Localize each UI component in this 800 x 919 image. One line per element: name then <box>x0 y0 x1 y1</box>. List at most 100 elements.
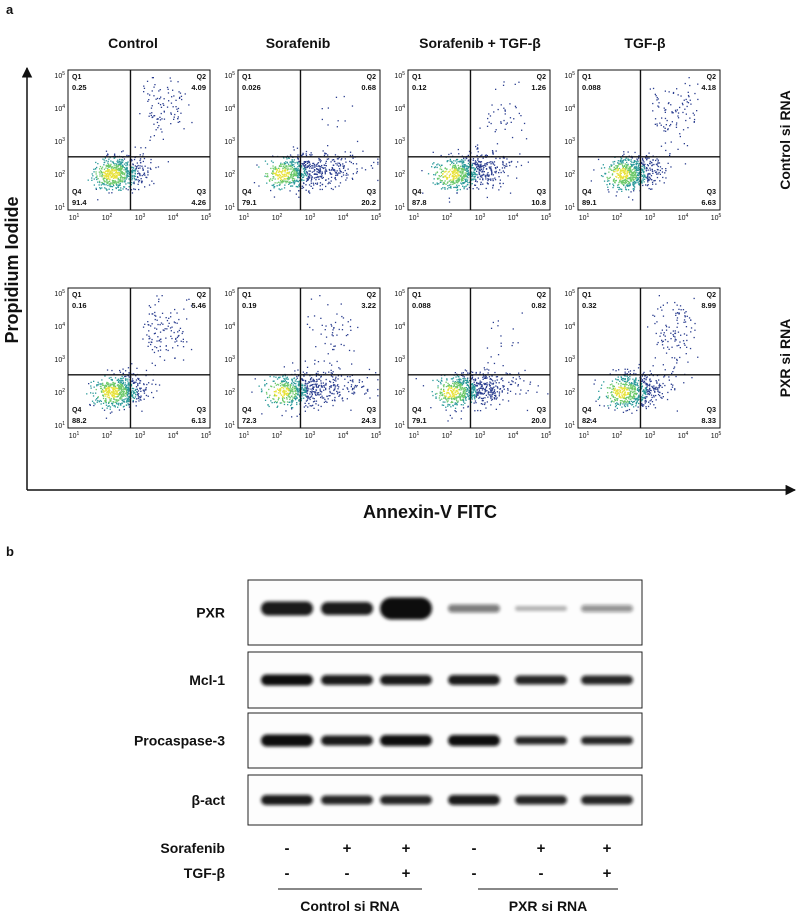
quadrant-value: 20.2 <box>361 198 376 207</box>
event-dot <box>88 383 90 385</box>
event-dot <box>277 383 279 386</box>
event-dot <box>332 404 334 407</box>
event-dot <box>498 176 500 178</box>
event-dot <box>308 397 311 399</box>
event-dot <box>444 167 446 170</box>
event-dot <box>462 388 464 390</box>
event-dot <box>115 390 117 392</box>
event-dot <box>608 177 610 179</box>
event-dot <box>318 378 321 380</box>
event-dot <box>642 158 644 161</box>
event-dot <box>614 160 616 163</box>
event-dot <box>131 175 134 177</box>
event-dot <box>471 384 473 386</box>
event-dot <box>276 378 279 380</box>
event-dot <box>316 183 318 185</box>
event-dot <box>433 174 435 176</box>
event-dot <box>116 400 118 402</box>
event-dot <box>110 400 112 402</box>
event-dot <box>600 175 603 177</box>
event-dot <box>324 152 326 154</box>
event-dot <box>130 184 132 186</box>
event-dot <box>474 400 477 402</box>
event-dot <box>126 163 128 165</box>
tick-label: 104 <box>338 213 349 222</box>
event-dot <box>156 118 158 120</box>
event-dot <box>339 182 342 184</box>
event-dot <box>110 376 112 379</box>
event-dot <box>316 163 319 165</box>
event-dot <box>149 306 152 308</box>
tick-base: 10 <box>564 205 572 212</box>
event-dot <box>101 389 104 391</box>
event-dot <box>124 167 126 169</box>
event-dot <box>309 174 311 176</box>
event-dot <box>121 176 123 178</box>
event-dot <box>303 389 305 391</box>
event-dot <box>603 180 606 182</box>
event-dot <box>349 325 352 328</box>
event-dot <box>304 394 306 396</box>
event-dot <box>480 174 482 177</box>
event-dot <box>291 166 293 168</box>
event-dot <box>285 387 288 389</box>
event-dot <box>317 168 319 170</box>
event-dot <box>291 400 293 402</box>
event-dot <box>111 394 113 396</box>
event-dot <box>93 184 95 186</box>
event-dot <box>633 168 635 170</box>
event-dot <box>114 177 116 179</box>
tick-exponent: 1 <box>402 203 405 209</box>
event-dot <box>284 163 287 165</box>
event-dot <box>283 397 286 399</box>
event-dot <box>625 164 627 166</box>
event-dot <box>280 394 283 396</box>
event-dot <box>116 166 118 168</box>
event-dot <box>130 158 133 161</box>
event-dot <box>300 179 303 181</box>
quadrant-value: 4.26 <box>191 198 206 207</box>
event-dot <box>95 171 97 173</box>
event-dot <box>177 345 179 347</box>
tick-label: 102 <box>224 170 235 179</box>
event-dot <box>321 183 323 186</box>
event-dot <box>325 185 327 188</box>
event-dot <box>310 395 313 397</box>
tick-base: 10 <box>678 215 686 222</box>
event-dot <box>281 397 284 399</box>
event-dot <box>126 175 128 177</box>
event-dot <box>693 114 695 116</box>
event-dot <box>120 387 122 389</box>
event-dot <box>462 390 464 392</box>
event-dot <box>124 181 126 183</box>
event-dot <box>449 164 451 166</box>
event-dot <box>281 179 283 181</box>
event-dot <box>163 98 165 100</box>
event-dot <box>273 380 275 382</box>
event-dot <box>264 160 267 162</box>
event-dot <box>297 369 299 371</box>
event-dot <box>98 401 100 403</box>
event-dot <box>303 182 305 185</box>
event-dot <box>295 174 297 176</box>
event-dot <box>339 394 341 396</box>
event-dot <box>123 401 125 403</box>
event-dot <box>117 159 119 161</box>
column-title: TGF-β <box>624 35 666 51</box>
event-dot <box>325 165 327 167</box>
event-dot <box>134 392 136 394</box>
event-dot <box>131 363 133 365</box>
event-dot <box>627 158 629 160</box>
event-dot <box>313 400 316 402</box>
event-dot <box>469 164 471 166</box>
event-dot <box>629 167 632 169</box>
event-dot <box>167 88 169 90</box>
event-dot <box>466 180 468 182</box>
event-dot <box>103 177 105 179</box>
event-dot <box>127 394 129 396</box>
event-dot <box>297 383 300 385</box>
event-dot <box>358 381 360 383</box>
event-dot <box>634 171 636 173</box>
event-dot <box>342 324 344 326</box>
event-dot <box>347 381 349 384</box>
